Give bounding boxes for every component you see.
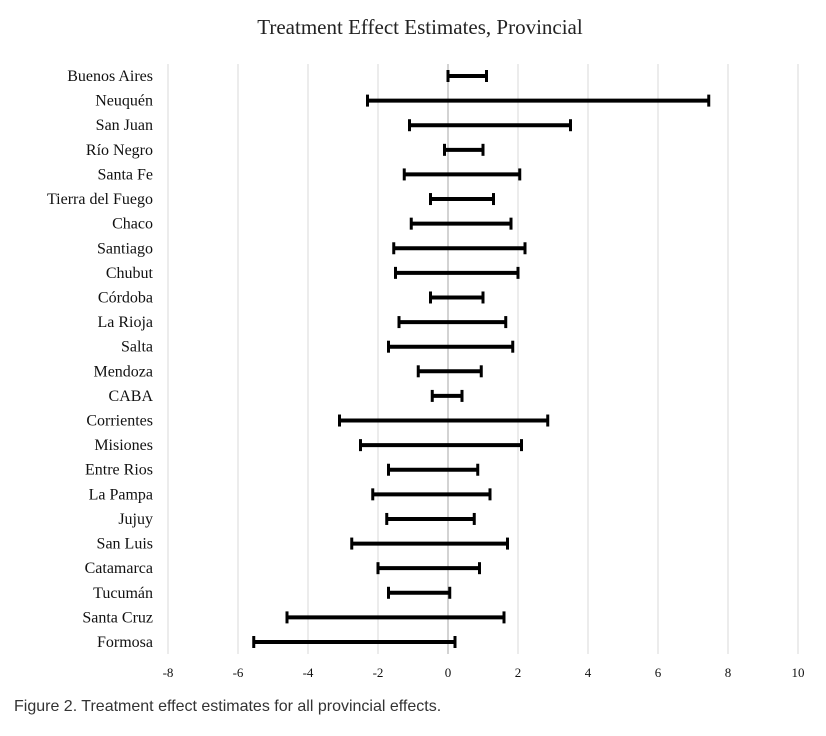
category-label-10: La Rioja	[97, 314, 153, 331]
error-bar-21	[387, 586, 452, 599]
x-tick-label-8: 8	[725, 665, 732, 680]
error-bar-14	[338, 414, 550, 427]
error-bar-13	[430, 389, 464, 402]
category-label-11: Salta	[121, 339, 153, 356]
error-bar-9	[429, 291, 485, 304]
category-label-5: Tierra del Fuego	[47, 191, 153, 208]
error-bar-6	[409, 217, 513, 230]
x-tick-label-5: 2	[515, 665, 522, 680]
error-bar-18	[385, 512, 476, 525]
error-bar-12	[416, 365, 483, 378]
category-label-4: Santa Fe	[97, 166, 153, 183]
x-tick-label-9: 10	[792, 665, 805, 680]
category-labels: Buenos Aires Neuquén San Juan Río Negro Sant…	[47, 68, 154, 651]
category-label-20: Catamarca	[85, 560, 153, 577]
x-tick-label-7: 6	[655, 665, 662, 680]
x-tick-label-1: -6	[233, 665, 244, 680]
chart-title: Treatment Effect Estimates, Provincial	[257, 15, 583, 39]
error-bar-5	[429, 193, 495, 206]
category-label-12: Mendoza	[93, 363, 153, 380]
x-tick-label-6: 4	[585, 665, 592, 680]
category-label-15: Misiones	[94, 437, 153, 454]
error-bar-17	[371, 488, 492, 501]
error-bar-15	[359, 439, 523, 452]
category-label-23: Formosa	[97, 634, 153, 651]
error-bar-11	[387, 340, 515, 353]
error-bar-2	[408, 119, 572, 132]
error-bar-19	[350, 537, 509, 550]
error-bars	[252, 70, 711, 648]
category-label-14: Corrientes	[86, 413, 153, 430]
category-label-21: Tucumán	[93, 585, 153, 602]
x-tick-label-3: -2	[373, 665, 384, 680]
error-bar-4	[402, 168, 522, 181]
x-tick-label-2: -4	[303, 665, 314, 680]
error-bar-20	[376, 562, 481, 575]
grid-lines	[167, 64, 799, 654]
category-label-1: Neuquén	[95, 93, 153, 110]
category-label-16: Entre Rios	[85, 462, 153, 479]
error-bar-8	[394, 266, 520, 279]
category-label-8: Chubut	[106, 265, 154, 282]
category-label-0: Buenos Aires	[67, 68, 153, 85]
error-bar-0	[446, 70, 488, 82]
category-label-17: La Pampa	[89, 486, 153, 503]
error-bar-3	[443, 143, 485, 156]
category-label-18: Jujuy	[118, 511, 153, 528]
category-label-9: Córdoba	[98, 289, 153, 306]
x-tick-label-4: 0	[445, 665, 452, 680]
figure-caption: Figure 2. Treatment effect estimates for…	[14, 698, 442, 715]
category-label-6: Chaco	[112, 216, 153, 233]
category-label-22: Santa Cruz	[82, 609, 153, 626]
category-label-13: CABA	[109, 388, 154, 405]
error-bar-1	[366, 94, 711, 107]
error-bar-7	[392, 242, 527, 255]
category-label-7: Santiago	[97, 240, 153, 257]
error-bar-22	[285, 611, 506, 624]
x-tick-label-0: -8	[163, 665, 174, 680]
x-tick-labels: -8 -6 -4 -2 0 2 4 6 8 10	[163, 665, 805, 680]
category-label-2: San Juan	[96, 117, 153, 134]
category-label-19: San Luis	[97, 536, 153, 553]
error-bar-16	[387, 463, 480, 476]
error-bar-10	[397, 316, 508, 329]
category-label-3: Río Negro	[86, 142, 153, 159]
error-bar-23	[252, 636, 457, 648]
